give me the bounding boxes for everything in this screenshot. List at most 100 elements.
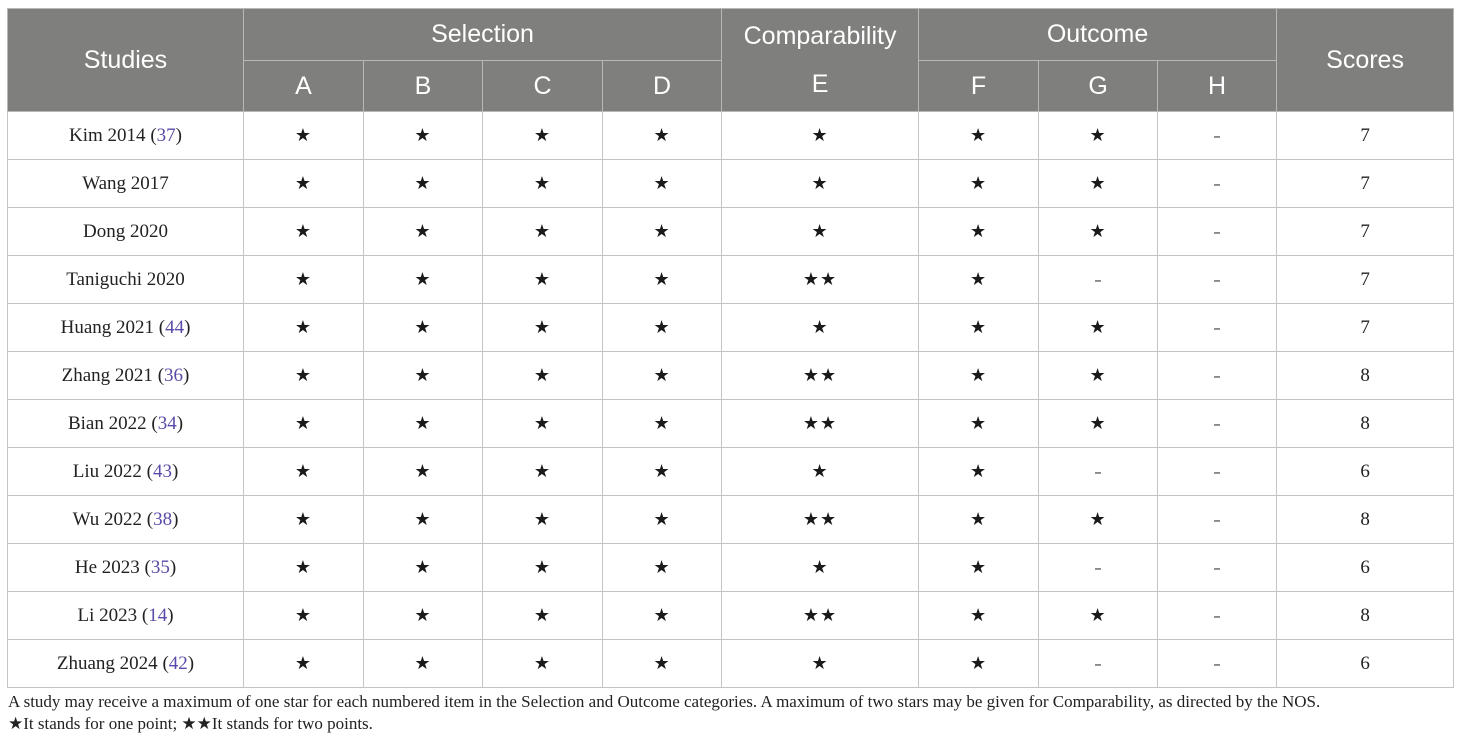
rating-cell-f: ★: [918, 495, 1040, 544]
header-sub-f: F: [918, 60, 1040, 112]
reference-link[interactable]: 35: [150, 556, 170, 578]
study-cell: Zhang 2021 (36): [7, 351, 244, 400]
rating-cell-h: –: [1157, 399, 1278, 448]
header-outcome: Outcome: [918, 8, 1278, 61]
rating-cell-e: ★: [721, 111, 920, 160]
rating-cell-c: ★: [482, 111, 603, 160]
rating-cell-h: –: [1157, 207, 1278, 256]
rating-cell-a: ★: [243, 303, 364, 352]
header-comparability: Comparability E: [721, 8, 920, 112]
rating-cell-g: –: [1038, 543, 1159, 592]
study-cell: Wang 2017: [7, 159, 244, 208]
rating-cell-f: ★: [918, 207, 1040, 256]
rating-cell-h: –: [1157, 255, 1278, 304]
study-name: Zhuang 2024: [56, 652, 158, 674]
rating-cell-c: ★: [482, 207, 603, 256]
footnote-line-1: A study may receive a maximum of one sta…: [8, 692, 1321, 711]
rating-cell-a: ★: [243, 399, 364, 448]
table-row: Dong 2020 ★ ★ ★ ★ ★ ★ ★ –7: [7, 207, 1455, 256]
score-cell: 8: [1276, 399, 1455, 448]
rating-cell-g: ★: [1038, 111, 1159, 160]
table-row: He 2023 (35) ★ ★ ★ ★ ★ ★ – –6: [7, 543, 1455, 592]
reference-link[interactable]: 34: [157, 412, 177, 434]
score-cell: 7: [1276, 159, 1455, 208]
header-sub-b: B: [363, 60, 483, 112]
rating-cell-b: ★: [363, 495, 483, 544]
rating-cell-g: ★: [1038, 495, 1159, 544]
table-row: Wu 2022 (38) ★ ★ ★ ★ ★★ ★ ★ –8: [7, 495, 1455, 544]
rating-cell-g: –: [1038, 639, 1159, 688]
rating-cell-f: ★: [918, 111, 1040, 160]
score-cell: 6: [1276, 447, 1455, 496]
rating-cell-g: ★: [1038, 399, 1159, 448]
rating-cell-a: ★: [243, 207, 364, 256]
rating-cell-g: ★: [1038, 591, 1159, 640]
reference-link[interactable]: 43: [152, 460, 172, 482]
rating-cell-g: ★: [1038, 207, 1159, 256]
rating-cell-h: –: [1157, 495, 1278, 544]
rating-cell-g: ★: [1038, 351, 1159, 400]
rating-cell-h: –: [1157, 351, 1278, 400]
rating-cell-d: ★: [601, 639, 723, 688]
table-row: Taniguchi 2020 ★ ★ ★ ★ ★★ ★ – –7: [7, 255, 1455, 304]
nos-quality-table: Studies Selection Comparability E Outcom…: [7, 8, 1455, 688]
header-sub-g: G: [1038, 60, 1159, 112]
rating-cell-c: ★: [482, 399, 603, 448]
table-row: Li 2023 (14) ★ ★ ★ ★ ★★ ★ ★ –8: [7, 591, 1455, 640]
rating-cell-e: ★: [721, 447, 920, 496]
nos-quality-table-container: Studies Selection Comparability E Outcom…: [7, 8, 1455, 735]
rating-cell-c: ★: [482, 255, 603, 304]
rating-cell-e: ★★: [721, 399, 920, 448]
header-sub-e: E: [811, 70, 829, 98]
rating-cell-f: ★: [918, 399, 1040, 448]
rating-cell-e: ★: [721, 207, 920, 256]
reference-link[interactable]: 42: [168, 652, 188, 674]
rating-cell-g: –: [1038, 447, 1159, 496]
rating-cell-c: ★: [482, 159, 603, 208]
study-name: Liu 2022: [72, 460, 142, 482]
study-cell: Taniguchi 2020: [7, 255, 244, 304]
reference-link[interactable]: 38: [153, 508, 173, 530]
study-name: Li 2023: [77, 604, 138, 626]
rating-cell-f: ★: [918, 639, 1040, 688]
rating-cell-c: ★: [482, 447, 603, 496]
table-body: Kim 2014 (37) ★ ★ ★ ★ ★ ★ ★ –7 Wang 2017 ★ ★ ★ ★ ★ ★ ★ –7…: [7, 111, 1455, 688]
rating-cell-a: ★: [243, 447, 364, 496]
study-name: Wu 2022: [72, 508, 143, 530]
rating-cell-b: ★: [363, 207, 483, 256]
rating-cell-a: ★: [243, 255, 364, 304]
rating-cell-b: ★: [363, 591, 483, 640]
rating-cell-a: ★: [243, 543, 364, 592]
rating-cell-d: ★: [601, 543, 723, 592]
table-row: Zhang 2021 (36) ★ ★ ★ ★ ★★ ★ ★ –8: [7, 351, 1455, 400]
rating-cell-b: ★: [363, 159, 483, 208]
study-cell: He 2023 (35): [7, 543, 244, 592]
study-cell: Huang 2021 (44): [7, 303, 244, 352]
score-cell: 8: [1276, 591, 1455, 640]
study-cell: Dong 2020: [7, 207, 244, 256]
study-cell: Zhuang 2024 (42): [7, 639, 244, 688]
rating-cell-c: ★: [482, 639, 603, 688]
rating-cell-e: ★: [721, 303, 920, 352]
reference-link[interactable]: 44: [165, 316, 185, 338]
rating-cell-d: ★: [601, 495, 723, 544]
reference-link[interactable]: 37: [156, 124, 176, 146]
header-comparability-label: Comparability: [743, 22, 897, 50]
reference-link[interactable]: 36: [164, 364, 184, 386]
rating-cell-b: ★: [363, 447, 483, 496]
rating-cell-c: ★: [482, 351, 603, 400]
score-cell: 6: [1276, 543, 1455, 592]
study-name: Zhang 2021: [61, 364, 153, 386]
rating-cell-f: ★: [918, 255, 1040, 304]
rating-cell-b: ★: [363, 399, 483, 448]
rating-cell-h: –: [1157, 303, 1278, 352]
rating-cell-d: ★: [601, 591, 723, 640]
score-cell: 7: [1276, 111, 1455, 160]
rating-cell-b: ★: [363, 351, 483, 400]
reference-link[interactable]: 14: [148, 604, 168, 626]
rating-cell-a: ★: [243, 495, 364, 544]
header-studies: Studies: [7, 8, 244, 112]
study-cell: Li 2023 (14): [7, 591, 244, 640]
rating-cell-d: ★: [601, 351, 723, 400]
score-cell: 8: [1276, 495, 1455, 544]
